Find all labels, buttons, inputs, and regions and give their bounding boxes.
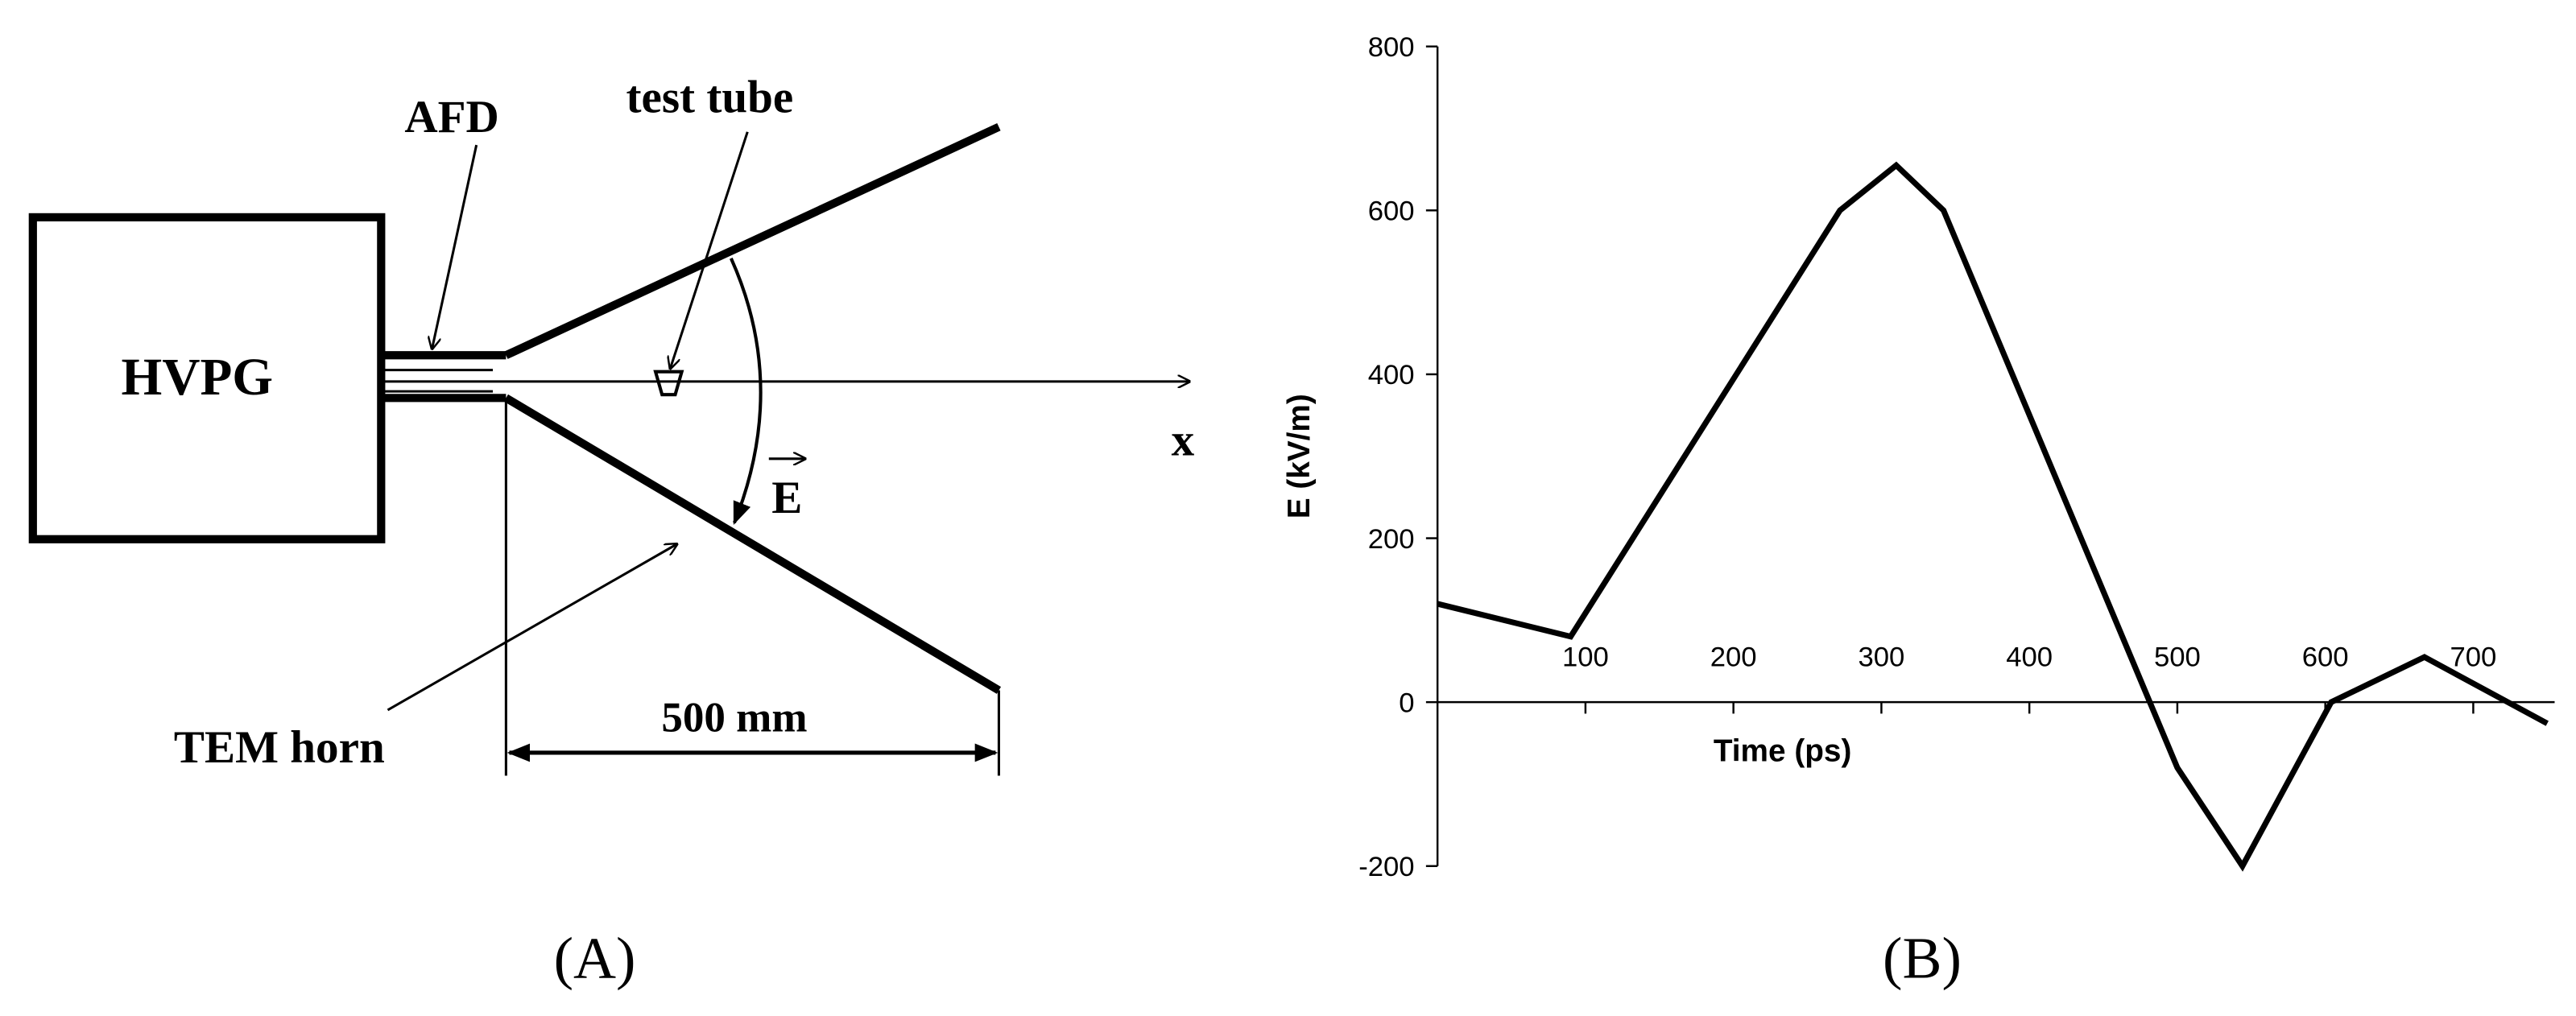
box-label: HVPG [122,349,274,407]
field-arrow [730,258,763,526]
horn-plate [504,123,1001,359]
x-tick-label: 200 [1710,642,1757,672]
horn-plate [503,394,1002,694]
field-label: E [771,473,802,523]
test-tube [653,370,684,397]
y-tick-label: 400 [1368,360,1415,390]
y-tick-label: 800 [1368,32,1415,63]
diagram [28,123,1189,776]
afd-label: AFD [404,92,498,142]
panel-label: (A) [554,925,636,990]
data-line [1437,161,2549,872]
x-tick-label: 300 [1858,642,1904,672]
y-axis-label: E (kV/m) [1282,394,1317,518]
axis-label: x [1172,415,1195,466]
y-tick-label: 0 [1399,688,1414,718]
x-tick-label: 600 [2302,642,2349,672]
y-tick-label: 600 [1368,196,1415,227]
chart: -200 0 200 400 600 800 100 200 300 400 500 600 700 Ti… [1282,32,2555,882]
horn-label: TEM horn [174,722,385,773]
x-tick-label: 100 [1562,642,1609,672]
tube-label: test tube [626,72,793,122]
x-tick-label: 400 [2006,642,2053,672]
diagram-labels: HVPG AFD test tube x E TEM horn 500 mm (… [122,72,1962,990]
y-tick-label: 200 [1368,524,1415,555]
x-axis-label: Time (ps) [1714,734,1852,769]
pointer-arrow [670,131,749,369]
x-tick-label: 700 [2450,642,2496,672]
y-tick-label: -200 [1358,852,1414,882]
pointer-arrow [387,544,676,712]
panel-label: (B) [1883,925,1962,990]
x-tick-label: 500 [2154,642,2201,672]
generator-box [28,213,386,543]
dimension-label: 500 mm [661,694,807,741]
pointer-arrow [432,144,478,349]
